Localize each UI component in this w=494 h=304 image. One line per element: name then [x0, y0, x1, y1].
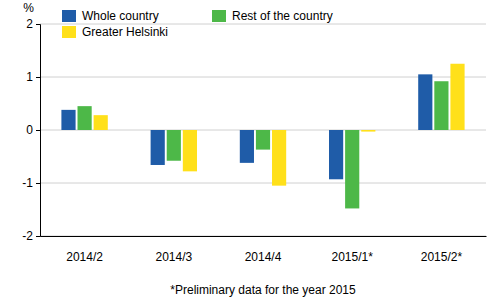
series: [78, 81, 449, 208]
bars: [61, 64, 464, 209]
bar: [329, 130, 343, 179]
tick-mark: [36, 77, 40, 78]
tick: -1: [22, 176, 40, 190]
bar: [361, 130, 375, 132]
tick-mark: [36, 236, 40, 237]
legend-swatch: [62, 10, 76, 22]
grid-line: [40, 236, 486, 237]
series: [61, 74, 432, 179]
axis-title: %: [23, 1, 34, 15]
tick-label: 2015/1*: [332, 250, 374, 264]
bar: [418, 74, 432, 130]
legend-label: Greater Helsinki: [82, 25, 168, 39]
tick-label: 2015/2*: [421, 250, 463, 264]
y-axis: -2 -1 0 1 2: [22, 17, 40, 243]
axis-line: [41, 236, 487, 237]
legend-swatch: [62, 26, 76, 38]
tick: 1: [26, 70, 40, 84]
legend-swatch: [212, 10, 226, 22]
tick: 0: [26, 123, 40, 137]
series: [94, 64, 465, 186]
bar: [94, 115, 108, 130]
tick-label: 2014/4: [245, 250, 282, 264]
bar: [272, 130, 286, 186]
legend: Whole country Rest of the country Greater …: [62, 9, 333, 39]
legend-item: Rest of the country: [212, 9, 333, 23]
tick-mark: [36, 130, 40, 131]
tick: 2014/4: [245, 236, 282, 264]
tick-label: -2: [22, 229, 33, 243]
legend-label: Rest of the country: [232, 9, 333, 23]
tick: 2014/3: [155, 236, 192, 264]
tick: 2014/2: [66, 236, 103, 264]
bar: [78, 106, 92, 130]
legend-item: Greater Helsinki: [62, 25, 168, 39]
tick-label: 2: [26, 17, 33, 31]
tick-mark: [36, 183, 40, 184]
tick-label: 2014/3: [155, 250, 192, 264]
axis-line: [36, 25, 41, 237]
grid-line: [40, 183, 486, 184]
bar: [167, 130, 181, 161]
bar: [256, 130, 270, 150]
tick-label: -1: [22, 176, 33, 190]
bar: [450, 64, 464, 130]
grid: [40, 24, 486, 236]
legend-label: Whole country: [82, 9, 159, 23]
bar: [434, 81, 448, 130]
tick: 2015/2*: [421, 236, 463, 264]
tick: 2: [26, 17, 40, 31]
tick-label: 1: [26, 70, 33, 84]
bar: [345, 130, 359, 208]
tick-label: 0: [26, 123, 33, 137]
tick-mark: [36, 24, 40, 25]
bar: [183, 130, 197, 171]
tick: -2: [22, 229, 40, 243]
bar: [240, 130, 254, 163]
tick-label: 2014/2: [66, 250, 103, 264]
tick: 2015/1*: [332, 236, 374, 264]
chart: -2 -1 0 1 2 2014/2 2014/3 2014/4 2015/1* 2015/2*%…: [0, 0, 494, 304]
legend-item: Whole country: [62, 9, 159, 23]
x-axis: 2014/2 2014/3 2014/4 2015/1* 2015/2*: [41, 236, 487, 264]
caption: *Preliminary data for the year 2015: [170, 283, 356, 297]
bar: [151, 130, 165, 165]
bar: [61, 110, 75, 130]
